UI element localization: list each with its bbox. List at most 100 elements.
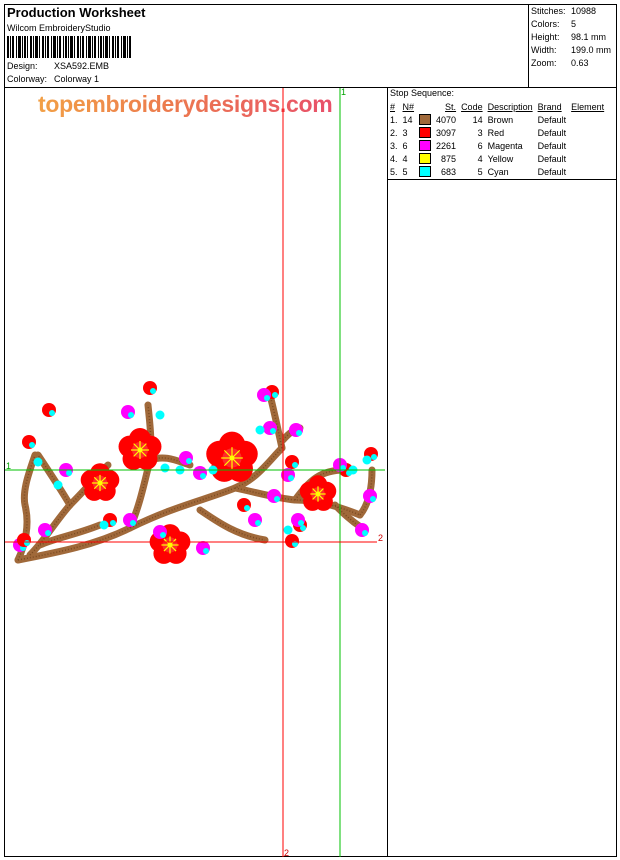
stop-brand: Default [537, 140, 567, 151]
stop-panel-bottom [387, 179, 617, 180]
stop-row: 3. 6 2261 6 Magenta Default [388, 139, 607, 152]
col-stitches: St. [445, 101, 457, 112]
stop-swatch [417, 113, 434, 126]
guide-label-left-green: 1 [6, 461, 12, 471]
design-label: Design: [7, 61, 38, 71]
bud-tip [49, 410, 55, 416]
bud-tip [203, 548, 209, 554]
bud-tip [362, 530, 368, 536]
bud-cyan [33, 457, 43, 467]
stop-code: 4 [477, 153, 483, 164]
blossom-pistil [137, 447, 143, 453]
bud-tip [296, 430, 302, 436]
bud-tip [244, 505, 250, 511]
stop-brand: Default [537, 127, 567, 138]
blossom-pistil [229, 455, 235, 461]
bud-cyan [53, 480, 63, 490]
stop-swatch [417, 126, 434, 139]
stat-colors: Colors: 5 [531, 19, 577, 29]
page-title: Production Worksheet [7, 5, 146, 20]
bud-tip [270, 428, 276, 434]
bud-tip [272, 392, 278, 398]
bud-cyan [362, 455, 372, 465]
stop-index: 2. [390, 127, 398, 138]
color-swatch [419, 114, 432, 126]
stop-row: 1. 14 4070 14 Brown Default [388, 113, 607, 126]
guide-label-top-green: 1 [341, 87, 347, 97]
stop-stitches: 4070 [436, 114, 457, 125]
stop-needle: 4 [402, 153, 408, 164]
bud-tip [128, 412, 134, 418]
color-swatch [419, 153, 432, 165]
stop-code: 6 [477, 140, 483, 151]
col-needle: N# [402, 101, 415, 112]
colorway-label: Colorway: [7, 74, 48, 84]
stop-description: Red [487, 127, 505, 138]
stop-stitches: 683 [441, 166, 457, 177]
bud-tip [186, 458, 192, 464]
design-field: Design: XSA592.EMB [7, 61, 109, 71]
bud-tip [29, 442, 35, 448]
bud-cyan [255, 425, 265, 435]
blossom-pistil [315, 491, 321, 497]
blossom-pistil [97, 480, 103, 486]
stop-brand: Default [537, 153, 567, 164]
bud-tip [160, 532, 166, 538]
branch [196, 506, 269, 544]
stop-needle: 5 [402, 166, 408, 177]
stop-code: 5 [477, 166, 483, 177]
stop-index: 3. [390, 140, 398, 151]
bud-cyan [160, 463, 170, 473]
design-value: XSA592.EMB [54, 61, 110, 71]
guide-label-right-red: 2 [378, 533, 384, 543]
branch [266, 391, 286, 452]
stat-zoom: Zoom: 0.63 [531, 58, 589, 68]
bud-tip [371, 454, 377, 460]
bud-tip [292, 462, 298, 468]
stop-swatch [417, 139, 434, 152]
stop-panel-divider [387, 87, 388, 857]
bud-tip [110, 520, 116, 526]
stop-swatch [417, 152, 434, 165]
bud-tip [150, 388, 156, 394]
stop-code: 14 [472, 114, 483, 125]
bud-tip [66, 470, 72, 476]
stop-table-header: # N# St. Code Description Brand Element [388, 100, 607, 113]
watermark-logo: topembroiderydesigns.com [38, 91, 333, 117]
color-swatch [419, 166, 432, 178]
bud-tip [130, 520, 136, 526]
stop-stitches: 875 [441, 153, 457, 164]
bud-tip [370, 496, 376, 502]
branch-stitch [39, 524, 101, 546]
col-element: Element [571, 101, 605, 112]
bud-cyan [155, 410, 165, 420]
stop-index: 1. [390, 114, 398, 125]
bud-tip [255, 520, 261, 526]
bud-tip [288, 475, 294, 481]
design-stats: Stitches: 10988 Colors: 5 Height: 98.1 mm W… [531, 5, 611, 70]
header-divider [4, 87, 617, 88]
stop-needle: 6 [402, 140, 408, 151]
bud-tip [300, 525, 306, 531]
col-description: Description [487, 101, 533, 112]
bud-cyan [99, 520, 109, 530]
stop-description: Brown [487, 114, 514, 125]
stop-row: 5. 5 683 5 Cyan Default [388, 165, 607, 178]
stop-brand: Default [537, 114, 567, 125]
stop-description: Magenta [487, 140, 523, 151]
branch-stitch [359, 469, 373, 516]
stop-index: 4. [390, 153, 398, 164]
branch-stitch [17, 447, 283, 561]
stop-swatch [417, 165, 434, 178]
guide-label-bottom-red: 2 [284, 848, 290, 858]
bud-tip [24, 540, 30, 546]
stop-stitches: 2261 [436, 140, 457, 151]
stop-brand: Default [537, 166, 567, 177]
bud-tip [45, 530, 51, 536]
blossom-pistil [167, 542, 173, 548]
stop-needle: 3 [402, 127, 408, 138]
bud-tip [298, 520, 304, 526]
col-brand: Brand [537, 101, 562, 112]
stop-row: 2. 3 3097 3 Red Default [388, 126, 607, 139]
